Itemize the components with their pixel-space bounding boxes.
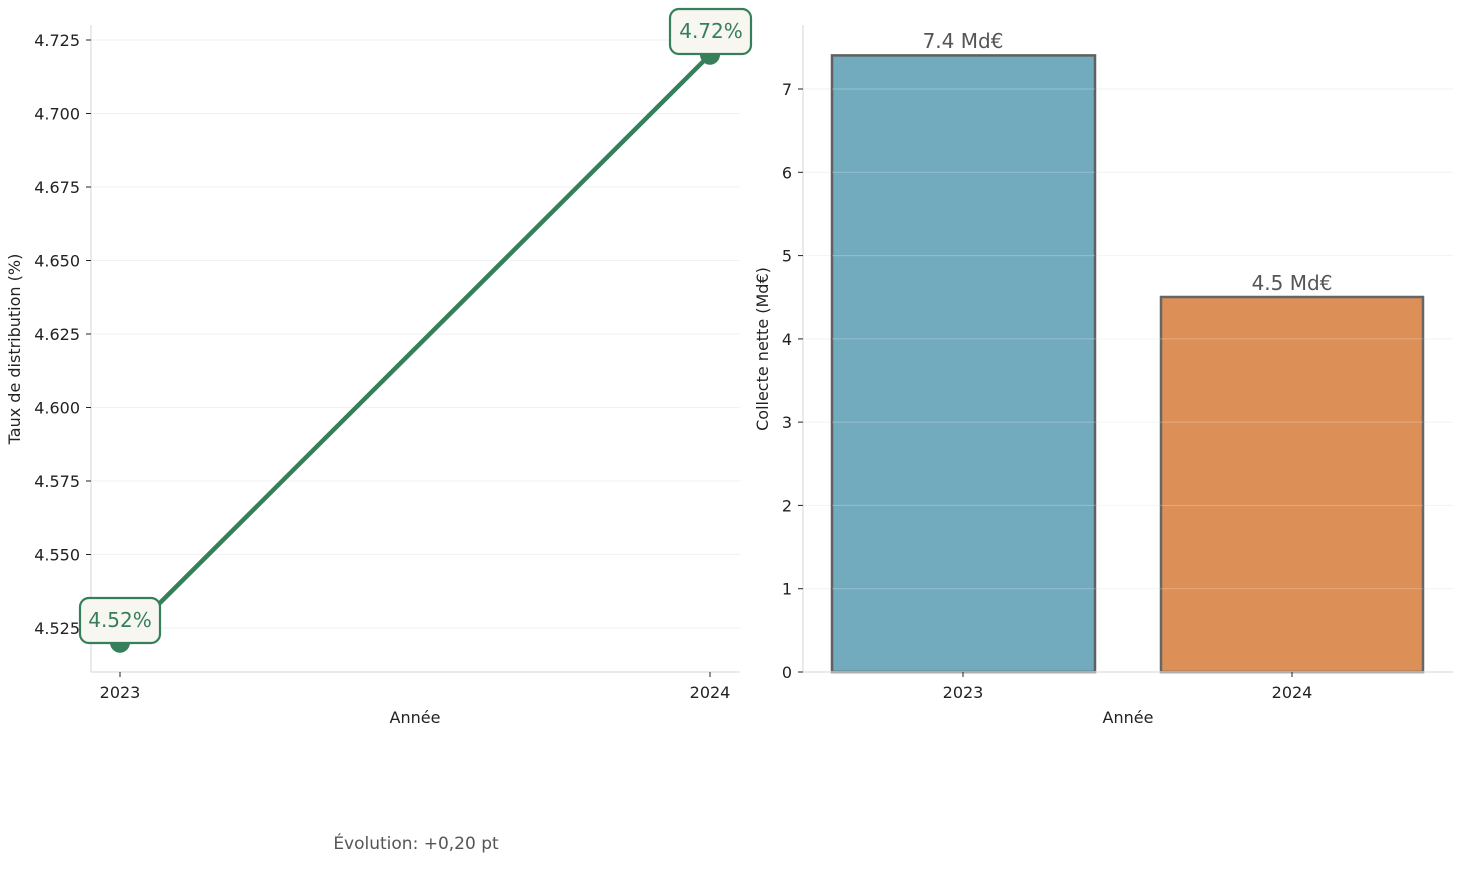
bar-chart: 0 1 2 3 4 5 6 7 2023 2024 Année Collecte… [753,25,1453,727]
y-tick-label: 4.550 [34,546,80,565]
y-tick-label: 4.625 [34,325,80,344]
x-tick-label: 2023 [943,683,984,702]
y-tick-label: 4.725 [34,31,80,50]
y-tick-label: 4 [782,330,792,349]
evolution-footnote: Évolution: +0,20 pt [333,832,499,854]
line-chart-y-tick-labels: 4.725 4.700 4.675 4.650 4.625 4.600 4.57… [34,31,80,638]
y-tick-label: 4.600 [34,399,80,418]
line-chart-x-label: Année [390,708,441,727]
y-tick-label: 1 [782,580,792,599]
y-tick-label: 5 [782,247,792,266]
x-tick-label: 2024 [690,683,731,702]
bar-chart-x-tick-labels: 2023 2024 [943,683,1313,702]
x-tick-label: 2024 [1272,683,1313,702]
line-chart: 4.725 4.700 4.675 4.650 4.625 4.600 4.57… [5,7,753,727]
bar-label-2024: 4.5 Md€ [1252,271,1333,295]
y-tick-label: 4.525 [34,619,80,638]
y-tick-label: 3 [782,413,792,432]
bar-chart-x-label: Année [1103,708,1154,727]
line-chart-grid [91,39,740,629]
bar-label-2023: 7.4 Md€ [923,29,1004,53]
bar-2023[interactable] [830,54,1097,674]
y-tick-label: 4.700 [34,105,80,124]
annotation-label: 4.52% [88,608,152,632]
x-tick-label: 2023 [100,683,141,702]
y-tick-label: 4.575 [34,472,80,491]
line-chart-y-label: Taux de distribution (%) [5,254,24,446]
annotation-2024: 4.72% [668,7,753,56]
line-chart-y-ticks [86,39,711,677]
y-tick-label: 0 [782,663,792,682]
y-tick-label: 6 [782,163,792,182]
bar-chart-y-label: Collecte nette (Md€) [753,267,772,431]
y-tick-label: 4.675 [34,178,80,197]
line-chart-x-tick-labels: 2023 2024 [100,683,731,702]
bar-chart-ticks [798,88,1293,677]
bar-2024[interactable] [1159,295,1425,674]
bar-chart-y-tick-labels: 0 1 2 3 4 5 6 7 [782,80,792,682]
annotation-label: 4.72% [679,19,743,43]
y-tick-label: 4.650 [34,252,80,271]
rate-line [117,52,713,645]
annotation-2023: 4.52% [78,596,162,645]
y-tick-label: 7 [782,80,792,99]
bar-chart-grid-front [832,88,1423,590]
y-tick-label: 2 [782,496,792,515]
